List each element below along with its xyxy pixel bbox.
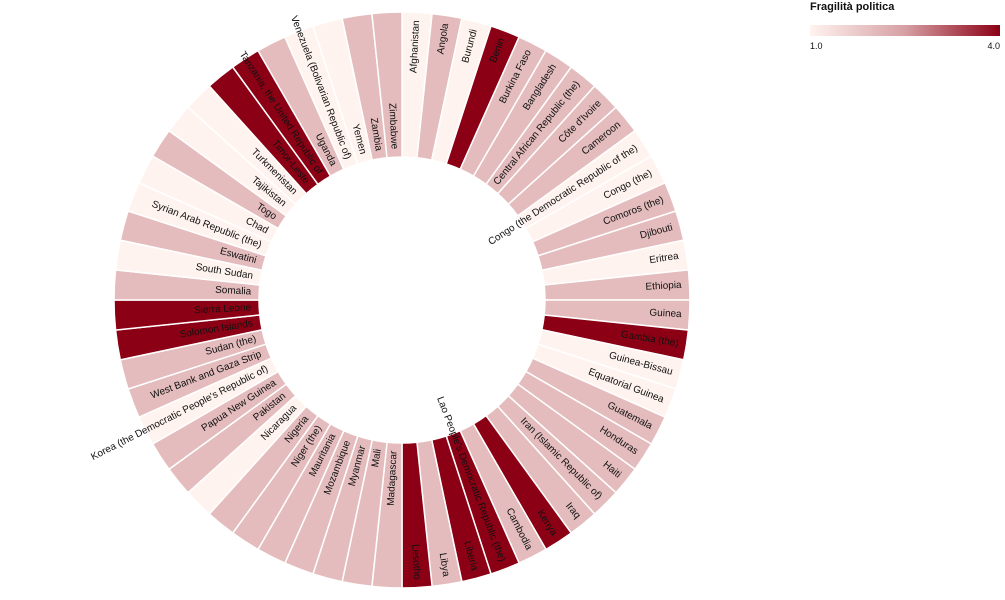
segment-label: Guinea xyxy=(649,307,682,320)
segment-label: Ethiopia xyxy=(645,280,682,293)
segment-label: Somalia xyxy=(215,285,252,298)
legend-title: Fragilità politica xyxy=(810,1,895,13)
segment-label: Zimbabwe xyxy=(386,103,399,150)
segment-label: Madagascar xyxy=(386,450,400,506)
legend: Fragilità politica 1.0 4.0 xyxy=(810,1,1000,51)
segment-label: Libya xyxy=(437,552,452,578)
segment-label: Eritrea xyxy=(649,251,680,267)
segment-label: Lesotho xyxy=(409,544,422,581)
segment-label: Angola xyxy=(435,22,451,55)
segment-label: Sierra Leone xyxy=(194,302,252,316)
legend-min-label: 1.0 xyxy=(810,41,823,51)
segment-label: Mali xyxy=(370,448,384,468)
legend-color-bar xyxy=(810,25,1000,36)
segment-label: Afghanistan xyxy=(408,20,422,73)
legend-max-label: 4.0 xyxy=(987,41,1000,51)
segment-59 xyxy=(371,11,403,159)
segment-label: Zambia xyxy=(368,117,384,152)
